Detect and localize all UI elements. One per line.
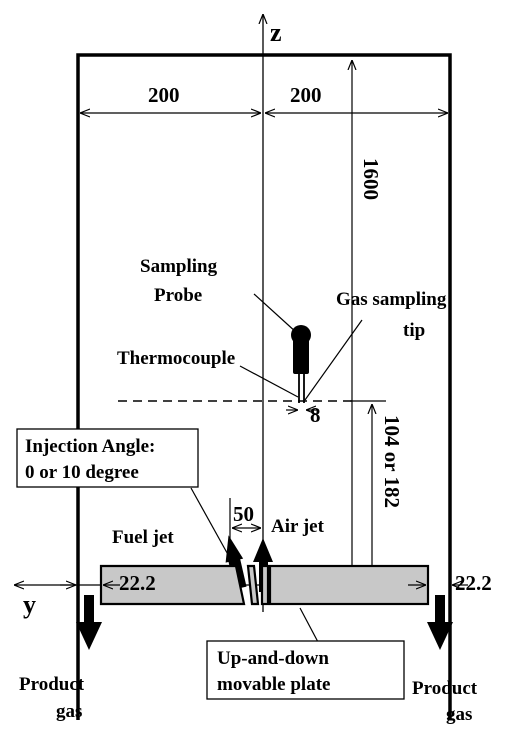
product-gas-right-arrow	[427, 595, 453, 650]
gas-sampling-tip-leader	[304, 319, 363, 401]
dim-50: 50	[233, 502, 254, 526]
dim-200-left: 200	[148, 83, 180, 107]
plate-label-box	[206, 640, 405, 700]
product-gas-right-label: Product	[412, 678, 478, 699]
air-jet-label: Air jet	[271, 516, 325, 537]
dim-1600: 1600	[359, 158, 383, 200]
movable-plate	[99, 564, 430, 606]
dim-22-2-right: 22.2	[455, 571, 492, 595]
sampling-probe	[291, 325, 311, 403]
y-axis-label: y	[23, 590, 36, 619]
sampling-probe-leader	[253, 293, 298, 334]
injection-angle-box	[16, 428, 199, 488]
fuel-jet-label: Fuel jet	[112, 527, 174, 548]
product-gas-left-arrow	[76, 595, 102, 650]
chamber-walls	[76, 53, 452, 720]
injection-angle-label-2: 0 or 10 degree	[25, 462, 139, 483]
product-gas-left-label-2: gas	[56, 701, 82, 722]
gas-sampling-tip-label: Gas sampling	[336, 289, 447, 310]
product-gas-right-label-2: gas	[446, 704, 472, 725]
z-axis-label: z	[270, 18, 282, 47]
injection-angle-label: Injection Angle:	[25, 436, 155, 457]
dim-200-right: 200	[290, 83, 322, 107]
plate-label-2: movable plate	[217, 674, 330, 695]
plate-leader	[299, 607, 319, 643]
dim-22-2-left: 22.2	[119, 571, 156, 595]
thermocouple-label: Thermocouple	[117, 348, 235, 369]
product-gas-left-label: Product	[19, 674, 85, 695]
dim-8: 8	[310, 403, 321, 427]
dim-104-or-182: 104 or 182	[380, 415, 404, 508]
sampling-probe-label: Sampling	[140, 256, 218, 277]
gas-sampling-tip-label-2: tip	[403, 320, 425, 341]
thermocouple-leader	[239, 365, 299, 398]
plate-label: Up-and-down	[217, 648, 329, 669]
sampling-probe-label-2: Probe	[154, 285, 202, 306]
